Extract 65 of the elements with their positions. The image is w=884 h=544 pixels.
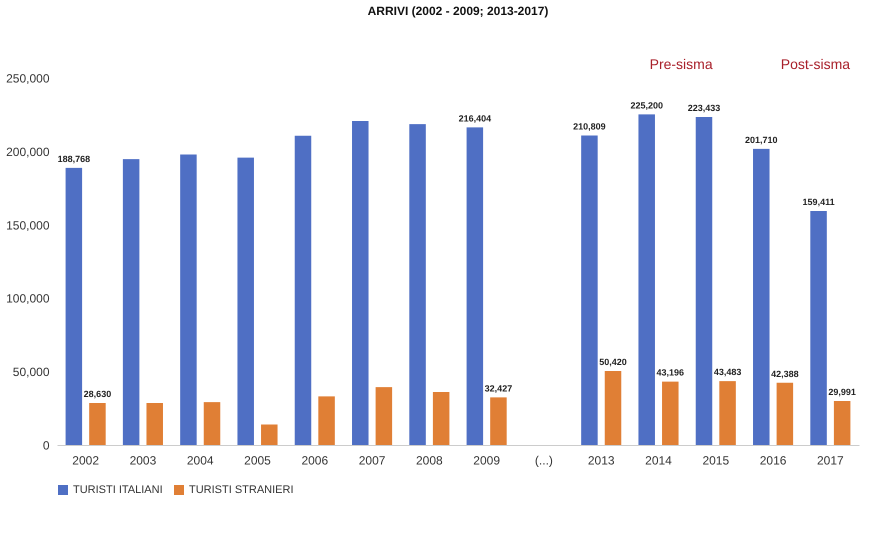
y-tick-label: 0 bbox=[42, 438, 50, 452]
x-tick-label: 2013 bbox=[588, 454, 615, 468]
y-tick-label: 150,000 bbox=[6, 218, 50, 232]
y-tick-label: 200,000 bbox=[6, 144, 50, 159]
bar bbox=[432, 392, 450, 445]
data-label: 201,710 bbox=[745, 134, 778, 145]
bar bbox=[490, 397, 507, 445]
x-tick-label: 2016 bbox=[760, 454, 787, 468]
bar bbox=[753, 148, 770, 445]
x-tick-label: 2009 bbox=[473, 454, 500, 468]
x-tick-label: 2014 bbox=[645, 454, 672, 468]
bar bbox=[376, 387, 392, 445]
bar bbox=[237, 158, 254, 445]
x-tick-label: 2015 bbox=[702, 454, 730, 468]
bar bbox=[294, 136, 312, 445]
bar bbox=[662, 382, 679, 445]
y-tick-label: 250,000 bbox=[6, 72, 50, 86]
chart-title: ARRIVI (2002 - 2009; 2013-2017) bbox=[368, 4, 548, 18]
bar bbox=[261, 424, 278, 445]
bar bbox=[409, 124, 426, 445]
bar bbox=[719, 381, 736, 445]
x-tick-label: 2007 bbox=[358, 454, 386, 468]
bar bbox=[776, 382, 794, 445]
y-tick-label: 100,000 bbox=[6, 292, 50, 306]
data-label: 28,630 bbox=[84, 388, 112, 399]
data-label: 188,768 bbox=[58, 154, 90, 164]
bar bbox=[466, 127, 484, 445]
data-label: 223,433 bbox=[688, 103, 720, 113]
x-tick-label: 2005 bbox=[244, 454, 272, 468]
bar bbox=[66, 168, 82, 445]
x-tick-label: 2004 bbox=[186, 454, 214, 468]
bar bbox=[352, 121, 369, 445]
bar bbox=[604, 370, 622, 445]
x-tick-label: 2006 bbox=[301, 454, 328, 468]
bar bbox=[180, 154, 197, 445]
data-label: 43,196 bbox=[656, 368, 684, 378]
data-label: 216,404 bbox=[458, 113, 492, 124]
bar bbox=[146, 403, 163, 445]
data-label: 225,200 bbox=[630, 100, 663, 110]
data-label: 50,420 bbox=[599, 356, 627, 367]
legend-label: TURISTI STRANIERI bbox=[189, 484, 294, 496]
bar bbox=[318, 396, 335, 445]
legend-label: TURISTI ITALIANI bbox=[73, 484, 163, 496]
data-label: 210,809 bbox=[573, 122, 606, 132]
bar bbox=[122, 159, 140, 445]
bar bbox=[834, 400, 850, 445]
x-tick-label: (...) bbox=[534, 454, 553, 468]
text: Pre-sisma bbox=[650, 56, 713, 72]
bar bbox=[89, 402, 106, 445]
bar bbox=[696, 117, 712, 445]
data-label: 32,427 bbox=[484, 383, 512, 394]
bar bbox=[810, 210, 827, 445]
data-label: 29,991 bbox=[828, 386, 856, 397]
x-tick-label: 2003 bbox=[130, 454, 157, 468]
bar bbox=[581, 136, 598, 445]
text: Post-sisma bbox=[780, 56, 850, 72]
data-label: 43,483 bbox=[714, 367, 742, 378]
x-tick-label: 2002 bbox=[72, 454, 100, 468]
x-tick-label: 2008 bbox=[416, 454, 444, 468]
data-label: 42,388 bbox=[771, 368, 799, 379]
y-tick-label: 50,000 bbox=[12, 365, 50, 380]
data-label: 159,411 bbox=[802, 196, 835, 207]
bar bbox=[638, 114, 655, 445]
x-tick-label: 2017 bbox=[817, 454, 844, 468]
bar bbox=[204, 402, 220, 445]
